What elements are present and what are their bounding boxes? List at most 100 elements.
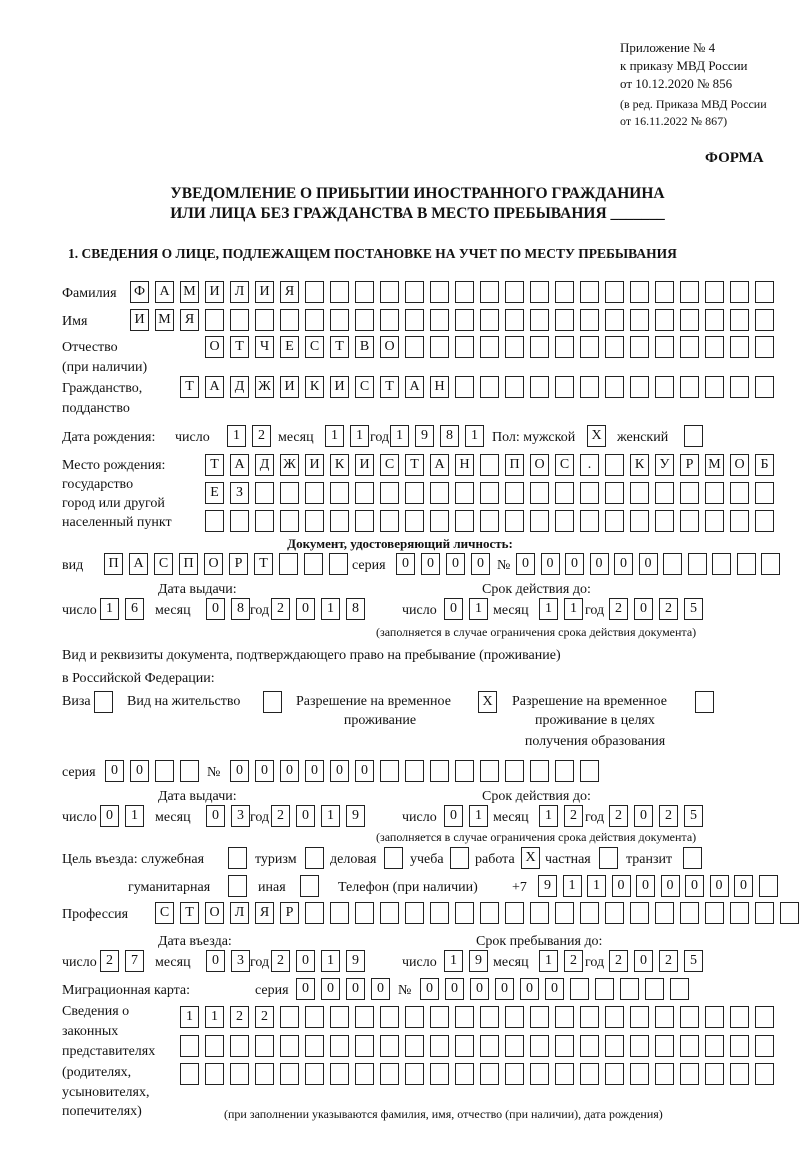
char-box[interactable] bbox=[605, 1035, 624, 1057]
char-box[interactable] bbox=[680, 510, 699, 532]
char-box[interactable] bbox=[405, 482, 424, 504]
char-box[interactable]: 1 bbox=[562, 875, 582, 897]
char-box[interactable]: 0 bbox=[296, 950, 315, 972]
char-box[interactable] bbox=[730, 281, 749, 303]
char-box[interactable]: 0 bbox=[421, 553, 440, 575]
char-box[interactable]: Е bbox=[205, 482, 224, 504]
char-box[interactable] bbox=[455, 1063, 474, 1085]
char-box[interactable]: 0 bbox=[446, 553, 465, 575]
char-box[interactable] bbox=[230, 1063, 249, 1085]
char-box[interactable] bbox=[480, 376, 499, 398]
char-box[interactable]: А bbox=[129, 553, 148, 575]
char-box[interactable]: М bbox=[155, 309, 174, 331]
char-box[interactable] bbox=[655, 902, 674, 924]
char-box[interactable] bbox=[755, 1006, 774, 1028]
char-box[interactable] bbox=[255, 482, 274, 504]
char-box[interactable] bbox=[480, 902, 499, 924]
char-box[interactable] bbox=[480, 1035, 499, 1057]
char-box[interactable]: 0 bbox=[611, 875, 631, 897]
char-box[interactable] bbox=[605, 510, 624, 532]
char-box[interactable] bbox=[228, 847, 247, 869]
char-box[interactable] bbox=[480, 281, 499, 303]
char-box[interactable]: 0 bbox=[321, 978, 340, 1000]
char-box[interactable]: 8 bbox=[231, 598, 250, 620]
char-box[interactable]: К bbox=[630, 454, 649, 476]
char-box[interactable]: 0 bbox=[255, 760, 274, 782]
trp-checkbox[interactable]: X bbox=[478, 691, 497, 713]
char-box[interactable] bbox=[755, 510, 774, 532]
char-box[interactable] bbox=[355, 1035, 374, 1057]
char-box[interactable] bbox=[455, 1035, 474, 1057]
char-box[interactable] bbox=[330, 510, 349, 532]
char-box[interactable]: 1 bbox=[564, 598, 583, 620]
char-box[interactable] bbox=[205, 1035, 224, 1057]
char-box[interactable]: 6 bbox=[125, 598, 144, 620]
char-box[interactable] bbox=[758, 875, 778, 897]
char-box[interactable]: 8 bbox=[440, 425, 459, 447]
char-box[interactable] bbox=[555, 1006, 574, 1028]
char-box[interactable]: Ф bbox=[130, 281, 149, 303]
char-box[interactable] bbox=[380, 760, 399, 782]
char-box[interactable] bbox=[300, 875, 319, 897]
char-box[interactable]: 1 bbox=[587, 875, 606, 897]
char-box[interactable]: 2 bbox=[609, 950, 628, 972]
legal-reps-field[interactable] bbox=[180, 1063, 774, 1085]
char-box[interactable]: 0 bbox=[100, 805, 119, 827]
char-box[interactable]: 1 bbox=[100, 598, 119, 620]
char-box[interactable] bbox=[605, 454, 624, 476]
purpose-humanitarian-checkbox[interactable] bbox=[228, 875, 247, 897]
char-box[interactable]: А bbox=[405, 376, 424, 398]
char-box[interactable]: 0 bbox=[105, 760, 124, 782]
char-box[interactable] bbox=[555, 482, 574, 504]
char-box[interactable]: 5 bbox=[684, 805, 703, 827]
char-box[interactable]: О bbox=[730, 454, 749, 476]
char-box[interactable] bbox=[155, 760, 174, 782]
char-box[interactable] bbox=[480, 454, 499, 476]
char-box[interactable]: 0 bbox=[470, 978, 489, 1000]
char-box[interactable]: 0 bbox=[495, 978, 514, 1000]
char-box[interactable] bbox=[455, 336, 474, 358]
char-box[interactable] bbox=[555, 760, 574, 782]
char-box[interactable] bbox=[755, 482, 774, 504]
char-box[interactable]: Б bbox=[755, 454, 774, 476]
char-box[interactable] bbox=[430, 1063, 449, 1085]
char-box[interactable]: И bbox=[255, 281, 274, 303]
char-box[interactable] bbox=[530, 281, 549, 303]
char-box[interactable]: Т bbox=[205, 454, 224, 476]
char-box[interactable] bbox=[280, 482, 299, 504]
purpose-tourism-checkbox[interactable] bbox=[305, 847, 324, 869]
char-box[interactable]: И bbox=[280, 376, 299, 398]
char-box[interactable] bbox=[630, 1035, 649, 1057]
char-box[interactable]: 1 bbox=[321, 598, 340, 620]
char-box[interactable] bbox=[380, 1035, 399, 1057]
char-box[interactable]: 0 bbox=[296, 978, 315, 1000]
char-box[interactable]: 0 bbox=[709, 875, 729, 897]
char-box[interactable] bbox=[730, 1063, 749, 1085]
char-box[interactable] bbox=[280, 1035, 299, 1057]
char-box[interactable] bbox=[355, 1006, 374, 1028]
char-box[interactable] bbox=[605, 482, 624, 504]
char-box[interactable] bbox=[580, 1063, 599, 1085]
char-box[interactable] bbox=[530, 376, 549, 398]
char-box[interactable] bbox=[695, 691, 714, 713]
char-box[interactable] bbox=[530, 336, 549, 358]
char-box[interactable] bbox=[683, 847, 702, 869]
char-box[interactable]: 0 bbox=[636, 875, 655, 897]
char-box[interactable] bbox=[455, 510, 474, 532]
char-box[interactable] bbox=[455, 760, 474, 782]
char-box[interactable] bbox=[355, 309, 374, 331]
char-box[interactable] bbox=[530, 1006, 549, 1028]
char-box[interactable]: М bbox=[180, 281, 199, 303]
char-box[interactable] bbox=[255, 1035, 274, 1057]
purpose-private-checkbox[interactable] bbox=[599, 847, 618, 869]
char-box[interactable] bbox=[705, 309, 724, 331]
char-box[interactable] bbox=[455, 281, 474, 303]
char-box[interactable]: 8 bbox=[346, 598, 365, 620]
